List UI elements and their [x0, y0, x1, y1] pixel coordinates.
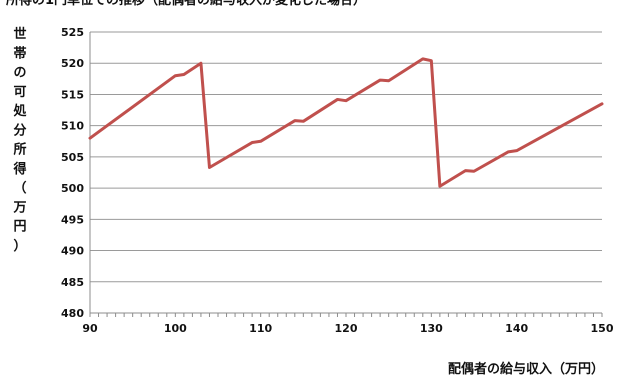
y-tick-480: 480: [61, 307, 84, 320]
y-tick-490: 490: [61, 245, 84, 258]
x-axis-title: 配偶者の給与収入（万円）: [448, 361, 604, 377]
y-tick-505: 505: [61, 151, 84, 164]
x-tick-labels: 90 100 110 120 130 140 150: [82, 322, 613, 335]
y-tick-510: 510: [61, 120, 84, 133]
series-line-0: [88, 57, 604, 188]
y-axis-title: 世帯の可処分所得（万円）: [12, 26, 27, 254]
y-tick-495: 495: [61, 213, 84, 226]
clipped-title-text: 所得の1円単位での推移（配偶者の給与収入が変化した場合）: [6, 0, 367, 8]
y-tick-525: 525: [61, 26, 84, 39]
y-tick-515: 515: [61, 88, 84, 101]
y-tick-500: 500: [61, 182, 84, 195]
x-tick-140: 140: [505, 322, 528, 335]
x-tick-100: 100: [164, 322, 187, 335]
y-tick-labels: 480 485 490 495 500 505 510 515 520 525: [61, 26, 84, 320]
clipped-title: 所得の1円単位での推移（配偶者の給与収入が変化した場合）: [0, 0, 623, 17]
y-tick-520: 520: [61, 57, 84, 70]
x-tick-120: 120: [335, 322, 358, 335]
grid-lines: [90, 31, 602, 283]
x-tick-90: 90: [82, 322, 98, 335]
series-group: [88, 57, 604, 188]
x-tick-130: 130: [420, 322, 443, 335]
x-tick-150: 150: [591, 322, 614, 335]
x-tick-110: 110: [249, 322, 272, 335]
y-tick-485: 485: [61, 276, 84, 289]
axes: [89, 32, 603, 317]
